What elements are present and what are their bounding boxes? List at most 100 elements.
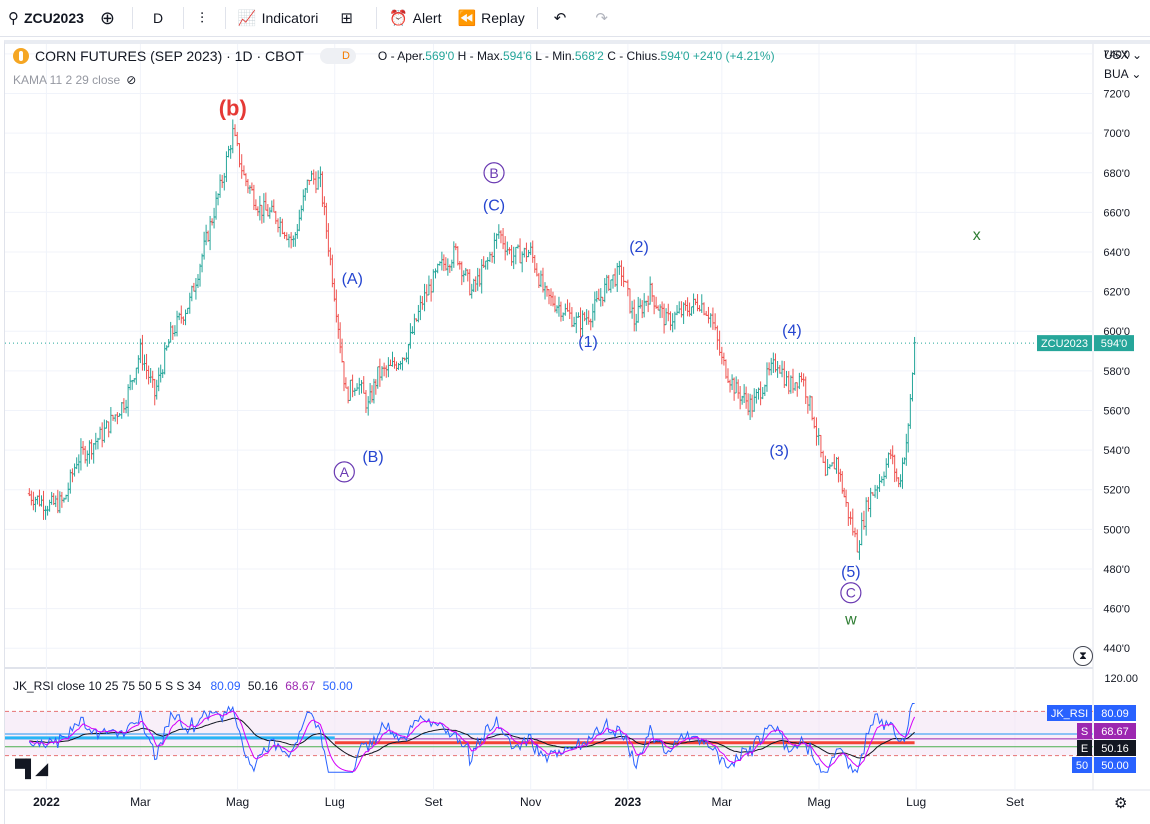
ohlc-bar xyxy=(724,359,728,379)
ohlc-bar xyxy=(56,489,60,514)
ohlc-bar xyxy=(648,276,652,305)
ohlc-bar xyxy=(609,279,613,293)
ohlc-bar xyxy=(897,477,901,488)
ohlc-bar xyxy=(728,379,732,393)
hidden-eye-icon[interactable]: ⊘ xyxy=(126,73,137,87)
ohlc-bar xyxy=(48,499,52,512)
time-tick-label: Lug xyxy=(906,795,926,809)
currency-selector[interactable]: USX ⌄ BUA ⌄ xyxy=(1104,46,1142,84)
ohlc-bar xyxy=(140,334,144,371)
chart-type-button[interactable]: ⫶ xyxy=(188,0,221,37)
ohlc-bar xyxy=(147,365,151,385)
time-axis[interactable]: 2022 Mar Mag Lug Set Nov 2023 Mar Mag Lug Set xyxy=(33,795,1025,809)
ohlc-bar xyxy=(738,385,742,410)
wave-label-text: (3) xyxy=(769,443,789,460)
price-tick-label: 480'0 xyxy=(1103,564,1130,576)
replay-button[interactable]: ⏪ Replay xyxy=(449,0,532,37)
ohlc-bar xyxy=(126,384,130,417)
s-letter-badge: S xyxy=(1077,723,1092,739)
wave-label: (B) xyxy=(362,449,383,466)
ohlc-bar xyxy=(769,357,773,376)
ohlc-bar xyxy=(694,298,698,306)
ohlc-bar xyxy=(360,380,364,394)
undo-icon: ↶ xyxy=(553,10,567,27)
wave-label-text: w xyxy=(844,611,857,628)
interval-button[interactable]: D xyxy=(137,0,179,37)
wave-label-text: (4) xyxy=(782,322,802,339)
templates-button[interactable]: ⊞ xyxy=(326,0,372,37)
wave-label: C xyxy=(840,582,862,604)
ohlc-bar xyxy=(869,487,873,518)
ohlc-bar xyxy=(334,289,338,323)
ohlc-bar xyxy=(503,236,507,261)
ohlc-bar xyxy=(344,377,348,389)
mid-value-badge-bg xyxy=(1094,757,1136,773)
compare-button[interactable]: ⊕ xyxy=(92,0,128,37)
wave-label: A xyxy=(333,461,355,483)
price-value-badge: 594'0 xyxy=(1094,335,1134,352)
ohlc-bar xyxy=(169,321,173,343)
hourglass-icon[interactable]: ⧗ xyxy=(1073,646,1093,666)
gear-icon[interactable]: ⚙ xyxy=(1114,795,1128,812)
ohlc-bar xyxy=(607,274,611,291)
ohlc-bar xyxy=(527,249,531,258)
data-badge[interactable]: D xyxy=(319,48,356,64)
ohlc-bar xyxy=(175,310,179,337)
wave-label: (4) xyxy=(782,322,802,339)
ohlc-bar xyxy=(913,336,917,375)
redo-button[interactable]: ↷ xyxy=(583,0,625,37)
ohlc-bar xyxy=(886,452,890,468)
ohlc-bar xyxy=(448,264,452,273)
wave-label-text: (C) xyxy=(483,197,505,214)
ohlc-bar xyxy=(431,269,435,293)
time-tick-label: Mar xyxy=(130,795,151,809)
indicators-label: Indicatori xyxy=(261,10,319,26)
ohlc-bar xyxy=(309,170,313,182)
ohlc-bar xyxy=(908,394,912,429)
ohlc-bar xyxy=(579,307,583,338)
rsi-value-2: 50.16 xyxy=(247,679,278,693)
rsi-tick-label: 120.00 xyxy=(1104,673,1138,685)
ohlc-bar xyxy=(149,367,153,383)
ohlc-bar xyxy=(706,306,710,324)
ohlc-bar xyxy=(510,244,514,266)
ohlc-bar xyxy=(218,174,222,198)
ohlc-bar xyxy=(767,362,771,376)
alert-button[interactable]: ⏰ Alert xyxy=(381,0,449,37)
ohlc-bar xyxy=(583,311,587,322)
indicators-button[interactable]: 📈 Indicatori xyxy=(230,0,327,37)
ohlc-bar xyxy=(893,454,897,483)
legend-title: CORN FUTURES (SEP 2023) · 1D · CBOT xyxy=(35,48,304,64)
ohlc-bar xyxy=(490,251,494,263)
alarm-clock-icon: ⏰ xyxy=(388,10,408,27)
ohlc-bar xyxy=(736,379,740,399)
rsi-pane xyxy=(5,703,1093,774)
price-axis[interactable]: 440'0 460'0 480'0 500'0 520'0 540'0 560'0 580'0… xyxy=(1103,49,1138,685)
high-value: 594'6 xyxy=(502,49,532,63)
plus-circle-icon: ⊕ xyxy=(99,7,116,28)
ohlc-bar xyxy=(79,438,83,471)
rsi-name-badge-bg xyxy=(1047,705,1092,721)
undo-button[interactable]: ↶ xyxy=(542,0,584,37)
symbol-search-button[interactable]: ⚲ ZCU2023 xyxy=(0,0,92,37)
ohlc-bar xyxy=(297,209,301,232)
low-value: 568'2 xyxy=(574,49,604,63)
ohlc-bar xyxy=(808,395,812,411)
wave-label-text: (A) xyxy=(342,271,363,288)
ohlc-bar xyxy=(404,352,408,363)
ohlc-bar xyxy=(642,293,646,318)
ohlc-bar xyxy=(462,270,466,283)
ohlc-bar xyxy=(244,173,248,187)
ohlc-bar xyxy=(224,151,228,183)
interval-label: D xyxy=(153,10,164,26)
e-value-badge-bg xyxy=(1094,740,1136,756)
ohlc-bar xyxy=(394,361,398,371)
ohlc-bar xyxy=(260,204,264,224)
kama-legend[interactable]: KAMA 11 2 29 close ⊘ xyxy=(13,73,136,87)
ohlc-bar xyxy=(458,260,462,270)
ohlc-bar xyxy=(208,215,212,251)
ohlc-bar xyxy=(29,490,33,506)
ohlc-bar xyxy=(636,296,640,323)
tradingview-logo: ▀▌◢ xyxy=(15,759,48,778)
